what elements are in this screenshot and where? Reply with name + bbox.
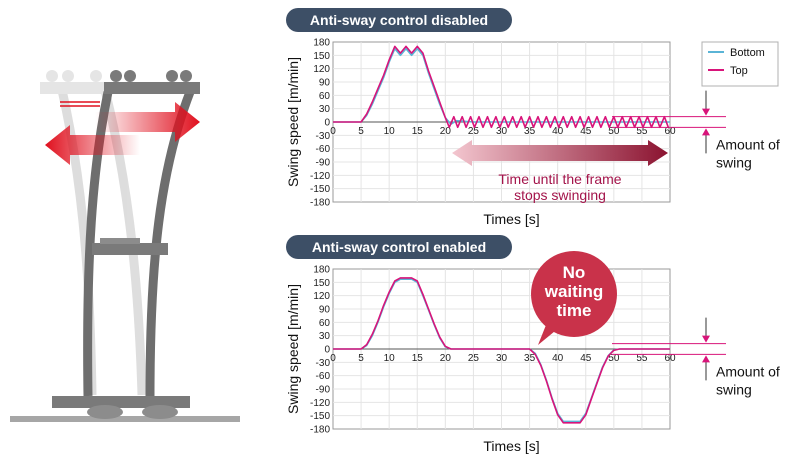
y-tick-label: 120 xyxy=(313,291,330,302)
swing-arrow-down-head xyxy=(702,108,710,116)
chart-disabled: Anti-sway control disabled18015012090603… xyxy=(285,8,779,227)
text-line: time xyxy=(557,301,592,320)
swing-arrow-up-head xyxy=(702,355,710,363)
y-tick-label: 120 xyxy=(313,64,330,75)
y-tick-label: 180 xyxy=(313,38,330,49)
time-until-stop-label: Time until the frame stops swinging xyxy=(498,171,621,203)
text-line: No xyxy=(563,263,586,282)
chart-enabled: Anti-sway control enabled180150120906030… xyxy=(285,235,676,454)
x-tick-label: 50 xyxy=(608,126,620,137)
y-tick-label: 60 xyxy=(319,318,331,329)
text-line: swing xyxy=(716,154,752,170)
y-tick-label: -120 xyxy=(310,398,330,409)
y-tick-label: 30 xyxy=(319,331,331,342)
frame-illustration xyxy=(10,70,240,422)
x-tick-label: 55 xyxy=(636,353,648,364)
y-tick-label: 0 xyxy=(324,345,330,356)
y-tick-label: -90 xyxy=(316,385,331,396)
y-axis-label: Swing speed [m/min] xyxy=(285,284,301,414)
y-tick-label: 60 xyxy=(319,91,331,102)
x-tick-label: 60 xyxy=(664,353,676,364)
time-until-stop-arrow: Time until the frame stops swinging xyxy=(452,140,668,203)
text-line: waiting xyxy=(544,282,604,301)
x-tick-label: 5 xyxy=(358,353,364,364)
swing-arrow-up-head xyxy=(702,128,710,136)
x-tick-label: 20 xyxy=(440,126,452,137)
x-tick-label: 10 xyxy=(384,353,396,364)
legend-entry: Top xyxy=(730,65,748,77)
y-tick-label: 90 xyxy=(319,305,331,316)
x-tick-label: 55 xyxy=(636,126,648,137)
x-tick-label: 30 xyxy=(496,353,508,364)
x-tick-label: 30 xyxy=(496,126,508,137)
y-tick-label: -180 xyxy=(310,425,330,436)
floor-line xyxy=(10,416,240,422)
y-tick-label: 180 xyxy=(313,265,330,276)
x-tick-label: 60 xyxy=(664,126,676,137)
text-line: stops swinging xyxy=(514,187,606,203)
x-tick-label: 35 xyxy=(524,126,536,137)
y-tick-label: -30 xyxy=(316,131,331,142)
x-tick-label: 40 xyxy=(552,126,564,137)
amount-of-swing-label: Amount of swing xyxy=(716,363,780,397)
text-line: Amount of xyxy=(716,136,780,152)
amount-of-swing-bottom: Amount of swing xyxy=(612,317,780,397)
legend-box xyxy=(701,41,779,87)
x-tick-label: 15 xyxy=(412,126,424,137)
y-tick-label: -150 xyxy=(310,411,330,422)
text-line: Amount of xyxy=(716,363,780,379)
chart-header-bg xyxy=(286,235,512,259)
chart-title: Anti-sway control enabled xyxy=(312,239,486,255)
y-tick-label: 0 xyxy=(324,118,330,129)
x-tick-label: 0 xyxy=(330,126,336,137)
x-tick-label: 5 xyxy=(358,126,364,137)
y-tick-label: -60 xyxy=(316,371,331,382)
chart-title: Anti-sway control disabled xyxy=(310,12,488,28)
x-tick-label: 45 xyxy=(580,126,592,137)
x-tick-label: 20 xyxy=(440,353,452,364)
y-tick-label: -90 xyxy=(316,158,331,169)
y-tick-label: -60 xyxy=(316,144,331,155)
y-axis-label: Swing speed [m/min] xyxy=(285,57,301,187)
swing-arrow-down-head xyxy=(702,335,710,343)
legend-entry: Bottom xyxy=(730,47,765,59)
amount-of-swing-top: Amount of swing xyxy=(612,90,780,170)
no-waiting-label: No waiting time xyxy=(544,263,604,320)
series-line-top xyxy=(333,45,670,129)
x-tick-label: 35 xyxy=(524,353,536,364)
x-tick-label: 25 xyxy=(468,126,480,137)
y-tick-label: -120 xyxy=(310,171,330,182)
y-tick-label: 30 xyxy=(319,104,331,115)
x-tick-label: 50 xyxy=(608,353,620,364)
x-axis-label: Times [s] xyxy=(483,211,539,227)
x-tick-label: 15 xyxy=(412,353,424,364)
y-tick-label: 150 xyxy=(313,278,330,289)
y-tick-label: -180 xyxy=(310,198,330,209)
x-tick-label: 0 xyxy=(330,353,336,364)
y-tick-label: 90 xyxy=(319,78,331,89)
amount-of-swing-label: Amount of swing xyxy=(716,136,780,170)
y-tick-label: 150 xyxy=(313,51,330,62)
sway-arrow-right xyxy=(95,102,200,142)
x-tick-label: 45 xyxy=(580,353,592,364)
series-line-top xyxy=(333,277,670,424)
x-tick-label: 40 xyxy=(552,353,564,364)
chart-header-bg xyxy=(286,8,512,32)
sway-arrow-left xyxy=(45,125,140,165)
text-line: Time until the frame xyxy=(498,171,621,187)
x-tick-label: 10 xyxy=(384,126,396,137)
text-line: swing xyxy=(716,381,752,397)
y-tick-label: -30 xyxy=(316,358,331,369)
x-tick-label: 25 xyxy=(468,353,480,364)
no-waiting-callout: No waiting time xyxy=(531,251,617,345)
x-axis-label: Times [s] xyxy=(483,438,539,454)
y-tick-label: -150 xyxy=(310,184,330,195)
